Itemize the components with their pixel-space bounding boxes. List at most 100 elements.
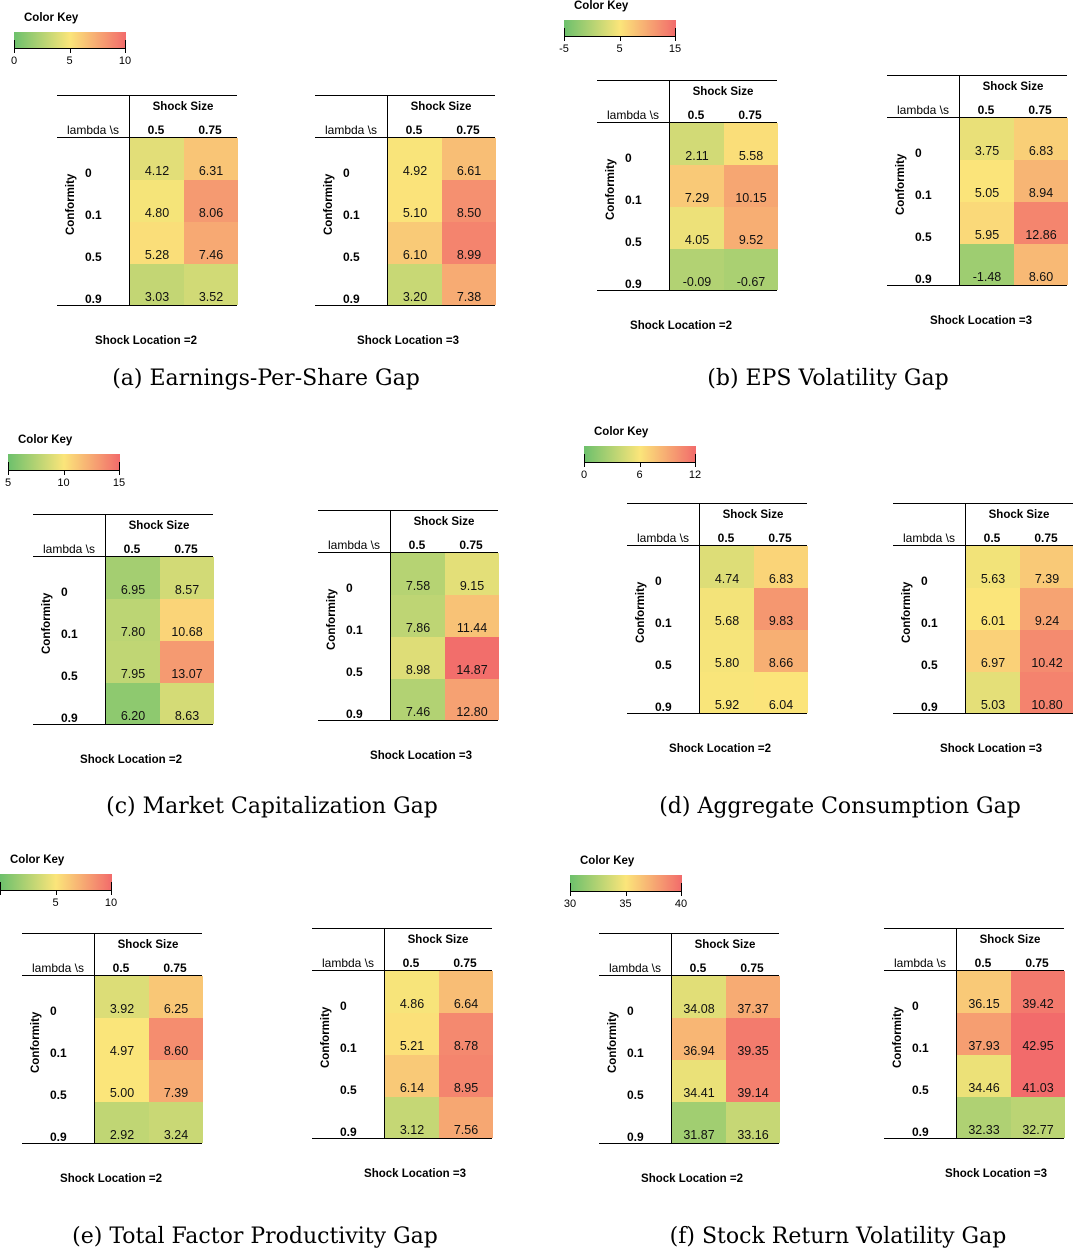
table-divider [699, 503, 700, 713]
row-header: 0 [625, 151, 632, 165]
row-header: 0 [912, 999, 919, 1013]
table-divider [956, 928, 957, 1138]
shock-location-label: Shock Location =3 [364, 1168, 466, 1180]
shock-size-header: Shock Size [988, 509, 1050, 521]
color-key-end [119, 462, 120, 475]
column-header: 0.75 [174, 542, 198, 556]
color-key-title: Color Key [10, 854, 65, 866]
column-header: 0.5 [974, 956, 992, 970]
color-key-tick-label: 0 [580, 469, 588, 481]
color-key-tick [639, 462, 641, 467]
lambda-header: lambda \s [896, 103, 950, 117]
color-key-end [675, 28, 676, 41]
column-header: 0.75 [198, 123, 222, 137]
shock-size-header: Shock Size [152, 101, 214, 113]
row-header: 0.5 [921, 658, 938, 672]
shock-size-header: Shock Size [982, 81, 1044, 93]
color-key-title: Color Key [18, 434, 73, 446]
panel-caption: (c) Market Capitalization Gap [106, 794, 438, 819]
row-header: 0.5 [343, 250, 360, 264]
color-key-end [8, 462, 9, 475]
heatmap-cell: 6.14 [385, 1055, 439, 1097]
row-header: 0.1 [912, 1041, 929, 1055]
heatmap-cell: 8.78 [439, 1013, 493, 1055]
color-key-tick-label: 5 [52, 897, 59, 909]
heatmap-cell: 8.66 [754, 630, 808, 672]
row-header: 0.9 [340, 1125, 357, 1139]
panel-caption: (f) Stock Return Volatility Gap [669, 1224, 1007, 1249]
heatmap-cell: 7.29 [670, 165, 724, 207]
heatmap-cell: 7.58 [391, 553, 445, 595]
table-bottom-rule [315, 305, 495, 306]
heatmap-cell: 6.01 [966, 588, 1020, 630]
heatmap-cell: 39.14 [726, 1060, 780, 1102]
color-key-end [570, 883, 571, 896]
row-header: 0.9 [61, 711, 78, 725]
table-bottom-rule [599, 1143, 779, 1144]
heatmap-cell: 6.31 [184, 138, 238, 180]
heatmap-cell: 5.03 [966, 672, 1020, 713]
row-header: 0.5 [50, 1088, 67, 1102]
table-bottom-rule [57, 305, 237, 306]
heatmap-table: Shock Size lambda \s 0.5 0.75 Conformity 0 36.… [884, 928, 1065, 1139]
heatmap-table: Shock Size lambda \s 0.5 0.75 Conformity 0 4.9… [315, 95, 496, 306]
heatmap-cell: 6.20 [106, 683, 160, 724]
heatmap-cell: 32.33 [957, 1097, 1011, 1138]
color-key-tick [55, 890, 57, 895]
row-header: 0 [50, 1004, 57, 1018]
table-divider [959, 75, 960, 285]
shock-size-header: Shock Size [413, 516, 475, 528]
row-header: 0.9 [85, 292, 102, 306]
table-bottom-rule [22, 1143, 202, 1144]
column-header: 0.5 [717, 531, 735, 545]
heatmap-table: Shock Size lambda \s 0.5 0.75 Conformity 0 2.1… [597, 80, 778, 291]
table-top-rule [22, 933, 202, 934]
heatmap-cell: 3.20 [388, 264, 442, 305]
table-header-rule [627, 545, 807, 546]
color-key-tick [584, 462, 585, 467]
color-key-tick-label: -5 [559, 43, 569, 55]
color-key-tick-label: 10 [57, 477, 70, 489]
heatmap-cell: 3.75 [960, 118, 1014, 160]
heatmap-cell: 6.25 [149, 976, 203, 1018]
heatmap-cell: 5.92 [700, 672, 754, 713]
color-key-end [584, 454, 585, 467]
column-header: 0.75 [738, 108, 762, 122]
color-key-tick-label: 5 [4, 477, 12, 489]
color-key-end [125, 40, 126, 53]
row-header: 0.1 [627, 1046, 644, 1060]
table-top-rule [57, 95, 237, 96]
color-key-title: Color Key [24, 12, 79, 24]
lambda-header: lambda \s [42, 542, 96, 556]
shock-size-header: Shock Size [407, 934, 469, 946]
heatmap-cell: 36.15 [957, 971, 1011, 1013]
heatmap-cell: 14.87 [445, 637, 499, 679]
heatmap-cell: 10.68 [160, 599, 214, 641]
table-header-rule [599, 975, 779, 976]
color-key-tick-label: 10 [104, 897, 118, 909]
table-bottom-rule [627, 713, 807, 714]
column-header: 0.5 [147, 123, 165, 137]
table-divider [384, 928, 385, 1138]
color-key-tick-label: 15 [668, 43, 682, 55]
shock-location-label: Shock Location =3 [357, 335, 459, 347]
table-bottom-rule [887, 285, 1067, 286]
table-top-rule [599, 933, 779, 934]
table-top-rule [315, 95, 495, 96]
panel-caption: (b) EPS Volatility Gap [707, 366, 949, 391]
heatmap-cell: 3.12 [385, 1097, 439, 1138]
heatmap-table: Shock Size lambda \s 0.5 0.75 Conformity 0 4.8… [312, 928, 493, 1139]
row-header: 0 [627, 1004, 634, 1018]
lambda-header: lambda \s [608, 961, 662, 975]
heatmap-cell: 7.46 [391, 679, 445, 720]
row-header: 0.1 [85, 208, 102, 222]
heatmap-cell: 3.03 [130, 264, 184, 305]
table-divider [965, 503, 966, 713]
color-key-tick [695, 462, 696, 467]
heatmap-cell: 5.63 [966, 546, 1020, 588]
shock-location-label: Shock Location =2 [60, 1173, 162, 1185]
conformity-axis-label: Conformity [65, 173, 77, 235]
row-header: 0.1 [343, 208, 360, 222]
heatmap-cell: 6.83 [754, 546, 808, 588]
column-header: 0.75 [768, 531, 792, 545]
